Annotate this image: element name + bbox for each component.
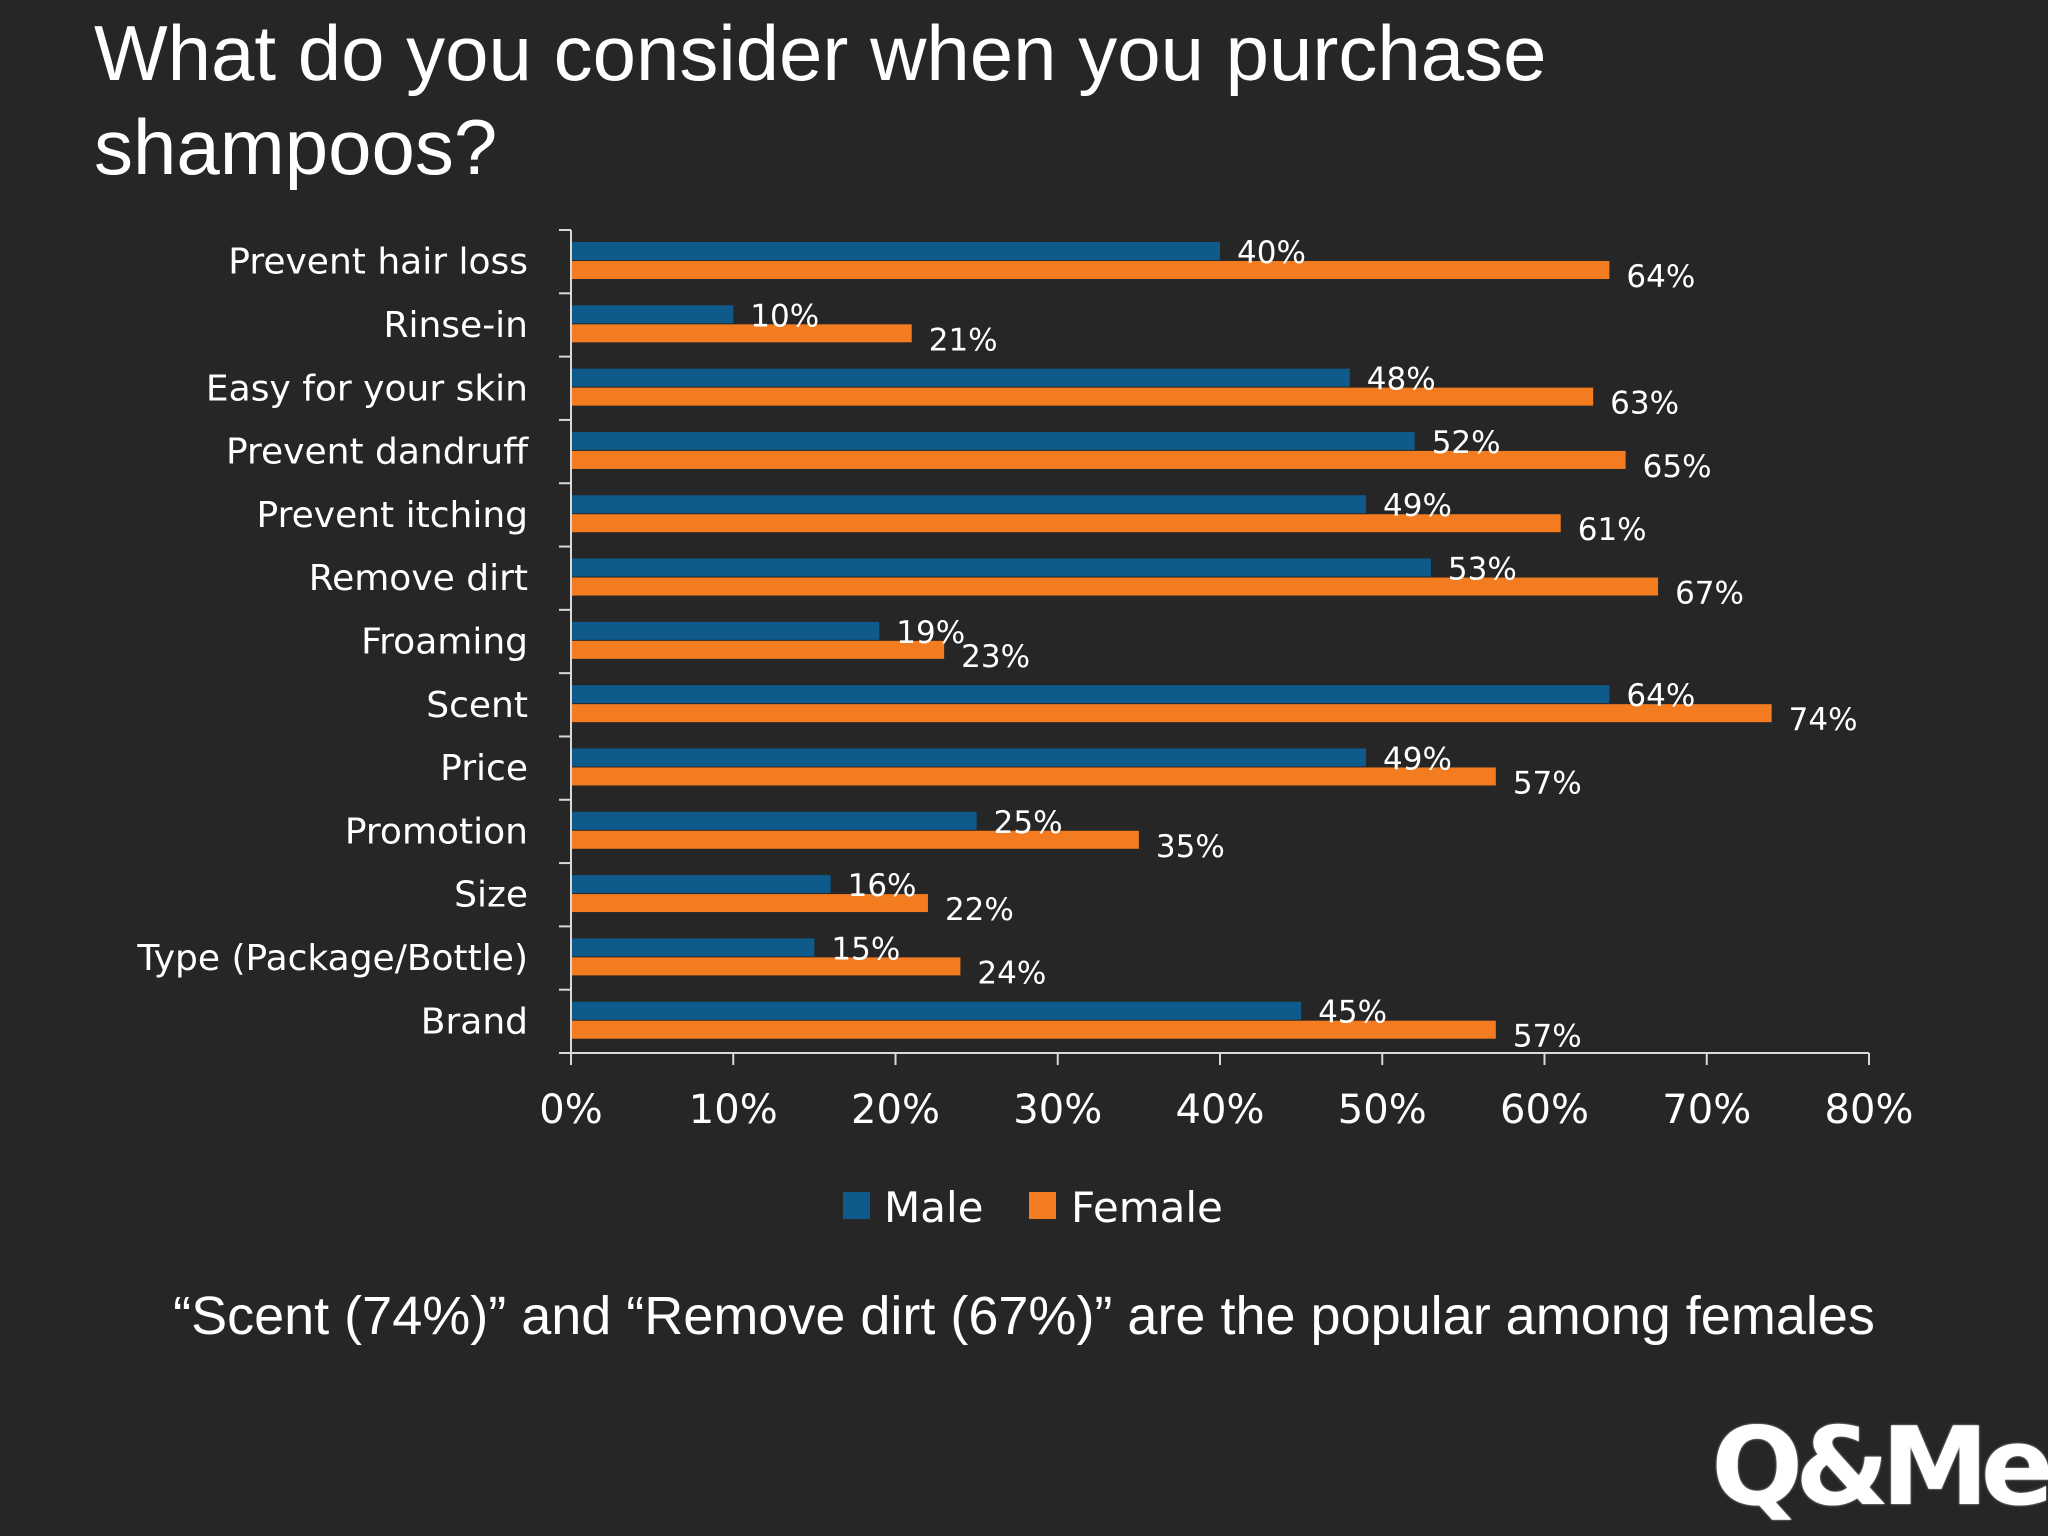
bar-male	[571, 811, 977, 830]
category-label: Prevent dandruff	[226, 432, 529, 473]
data-label-male: 53%	[1448, 552, 1517, 588]
category-label: Froaming	[361, 622, 528, 663]
bars-layer	[571, 242, 1772, 1039]
data-label-male: 10%	[750, 298, 819, 334]
x-tick-label: 60%	[1500, 1087, 1589, 1133]
data-label-female: 74%	[1789, 702, 1858, 738]
data-label-female: 24%	[977, 955, 1046, 991]
category-label: Remove dirt	[309, 558, 528, 599]
data-label-male: 16%	[848, 868, 917, 904]
data-label-male: 25%	[994, 805, 1063, 841]
bar-female	[571, 704, 1772, 723]
data-label-male: 45%	[1318, 995, 1387, 1031]
x-tick-label: 80%	[1825, 1087, 1914, 1133]
bar-chart: Prevent hair loss 40% 64% Rinse-in 10% 21% Eas…	[136, 229, 1913, 1232]
bar-female	[571, 387, 1594, 406]
data-label-female: 21%	[929, 322, 998, 358]
bar-male	[571, 431, 1415, 450]
slide-title: What do you consider when you purchase s…	[94, 9, 1547, 191]
footnote: “Scent (74%)” and “Remove dirt (67%)” ar…	[173, 1286, 1875, 1346]
bar-male	[571, 938, 815, 957]
bar-female	[571, 957, 961, 976]
category-label: Brand	[421, 1001, 528, 1042]
data-label-female: 61%	[1578, 512, 1647, 548]
data-label-female: 65%	[1643, 449, 1712, 485]
bar-male	[571, 242, 1220, 260]
data-label-female: 23%	[961, 639, 1030, 675]
bar-female	[571, 1020, 1496, 1039]
bar-male	[571, 558, 1431, 577]
x-tick-label: 20%	[851, 1087, 940, 1133]
legend: Male Female	[843, 1183, 1223, 1232]
data-label-male: 19%	[896, 615, 965, 651]
bar-male	[571, 748, 1367, 767]
bar-male	[571, 875, 831, 894]
category-label: Easy for your skin	[206, 368, 528, 409]
data-label-female: 22%	[945, 892, 1014, 928]
x-tick-label: 70%	[1662, 1087, 1751, 1133]
bar-female	[571, 640, 945, 659]
bar-female	[571, 324, 912, 343]
bar-female	[571, 577, 1659, 596]
data-label-female: 57%	[1513, 765, 1582, 801]
bar-female	[571, 894, 928, 913]
category-label: Promotion	[345, 811, 528, 852]
bar-male	[571, 495, 1367, 514]
bar-male	[571, 621, 880, 640]
data-label-female: 67%	[1675, 576, 1744, 612]
legend-label-male: Male	[884, 1183, 983, 1232]
data-label-male: 49%	[1383, 741, 1452, 777]
category-label: Size	[454, 875, 528, 916]
data-label-male: 64%	[1626, 678, 1695, 714]
data-label-male: 40%	[1237, 235, 1306, 271]
category-label: Price	[440, 748, 528, 789]
x-tick-label: 10%	[689, 1087, 778, 1133]
x-tick-label: 0%	[539, 1087, 602, 1133]
bar-female	[571, 830, 1139, 849]
qandme-logo: Q&Me	[1711, 1405, 2048, 1530]
data-label-male: 48%	[1367, 362, 1436, 398]
bar-male	[571, 1001, 1302, 1020]
data-label-female: 35%	[1156, 829, 1225, 865]
data-label-male: 52%	[1432, 425, 1501, 461]
category-label: Rinse-in	[383, 305, 528, 346]
axis-layer	[559, 229, 1870, 1065]
data-label-male: 49%	[1383, 488, 1452, 524]
bar-female	[571, 514, 1561, 533]
data-label-female: 63%	[1610, 386, 1679, 422]
data-label-female: 57%	[1513, 1019, 1582, 1055]
data-label-male: 15%	[831, 931, 900, 967]
legend-swatch-female	[1029, 1192, 1056, 1219]
category-label: Prevent itching	[257, 495, 528, 536]
data-label-female: 64%	[1626, 259, 1695, 295]
x-tick-label: 40%	[1176, 1087, 1265, 1133]
bar-female	[571, 450, 1626, 469]
x-tick-label: 30%	[1013, 1087, 1102, 1133]
category-label: Prevent hair loss	[228, 242, 528, 283]
category-label: Scent	[426, 685, 528, 726]
bar-male	[571, 305, 734, 324]
bar-female	[571, 767, 1496, 786]
x-tick-label: 50%	[1338, 1087, 1427, 1133]
labels-layer: Prevent hair loss 40% 64% Rinse-in 10% 21% Eas…	[136, 235, 1913, 1133]
bar-male	[571, 685, 1610, 704]
bar-male	[571, 368, 1350, 387]
category-label: Type (Package/Bottle)	[136, 938, 528, 979]
legend-swatch-male	[843, 1192, 870, 1219]
legend-label-female: Female	[1071, 1183, 1223, 1232]
bar-female	[571, 261, 1610, 279]
